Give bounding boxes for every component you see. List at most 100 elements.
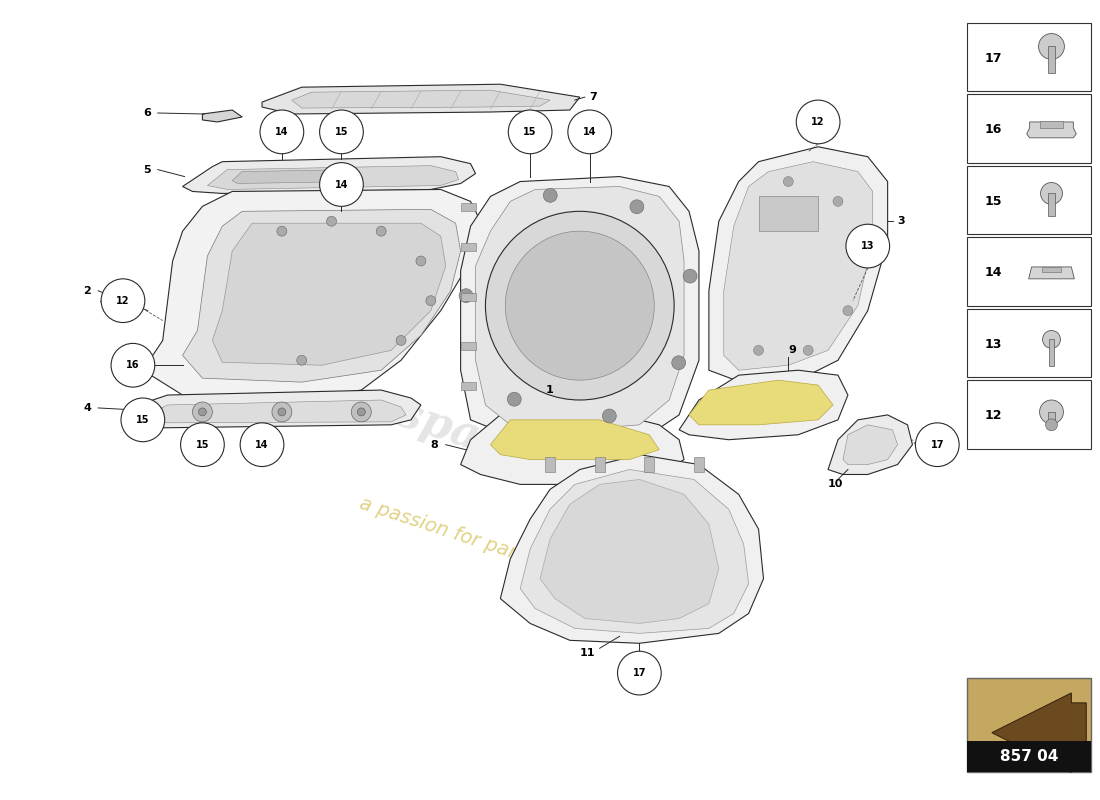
Circle shape xyxy=(630,200,644,214)
Text: 12: 12 xyxy=(117,296,130,306)
Polygon shape xyxy=(292,90,550,108)
Polygon shape xyxy=(843,425,898,465)
Circle shape xyxy=(843,306,852,315)
Circle shape xyxy=(1043,330,1060,348)
Polygon shape xyxy=(724,162,872,370)
Circle shape xyxy=(915,423,959,466)
Text: 14: 14 xyxy=(334,179,349,190)
Polygon shape xyxy=(262,84,580,114)
Polygon shape xyxy=(1028,267,1075,279)
Bar xyxy=(967,741,1091,772)
Text: 7: 7 xyxy=(590,92,597,102)
Circle shape xyxy=(1038,34,1065,59)
Bar xyxy=(461,243,475,251)
Text: 11: 11 xyxy=(580,648,595,658)
Text: 12: 12 xyxy=(812,117,825,127)
Polygon shape xyxy=(1026,122,1076,138)
Bar xyxy=(967,22,1091,91)
Text: 3: 3 xyxy=(898,216,905,226)
Circle shape xyxy=(617,651,661,695)
Circle shape xyxy=(358,408,365,416)
Polygon shape xyxy=(491,420,659,459)
Bar xyxy=(694,457,704,471)
Circle shape xyxy=(396,335,406,346)
Circle shape xyxy=(376,226,386,236)
Circle shape xyxy=(543,188,558,202)
Text: 14: 14 xyxy=(984,266,1002,279)
Polygon shape xyxy=(520,470,749,634)
Bar xyxy=(645,457,654,471)
Circle shape xyxy=(505,231,654,380)
Bar xyxy=(1047,46,1056,74)
Text: 15: 15 xyxy=(524,127,537,137)
Bar xyxy=(595,457,605,471)
Text: 15: 15 xyxy=(334,127,349,137)
Text: 17: 17 xyxy=(984,52,1002,65)
Circle shape xyxy=(568,110,612,154)
Polygon shape xyxy=(475,186,684,430)
Bar xyxy=(544,457,556,471)
Circle shape xyxy=(796,100,840,144)
Polygon shape xyxy=(461,177,698,445)
Text: eurospares: eurospares xyxy=(283,357,559,483)
Bar xyxy=(967,380,1091,449)
Circle shape xyxy=(111,343,155,387)
Text: 15: 15 xyxy=(196,440,209,450)
Circle shape xyxy=(426,296,436,306)
Text: 13: 13 xyxy=(984,338,1002,351)
Circle shape xyxy=(803,346,813,355)
Circle shape xyxy=(672,356,685,370)
Polygon shape xyxy=(183,210,461,382)
Circle shape xyxy=(240,423,284,466)
Polygon shape xyxy=(708,146,888,385)
Bar xyxy=(1048,339,1055,366)
Circle shape xyxy=(272,402,292,422)
Circle shape xyxy=(180,423,224,466)
Circle shape xyxy=(603,409,616,423)
Circle shape xyxy=(783,177,793,186)
Bar xyxy=(461,342,475,350)
Text: 1: 1 xyxy=(546,385,554,395)
Polygon shape xyxy=(500,454,763,643)
Circle shape xyxy=(260,110,304,154)
Circle shape xyxy=(192,402,212,422)
Bar xyxy=(1042,267,1062,272)
Polygon shape xyxy=(992,693,1087,772)
Circle shape xyxy=(1045,419,1057,430)
Text: 15: 15 xyxy=(136,415,150,425)
Polygon shape xyxy=(461,410,684,485)
Bar xyxy=(461,203,475,211)
Polygon shape xyxy=(679,370,848,440)
Polygon shape xyxy=(183,157,475,194)
Circle shape xyxy=(1041,182,1063,204)
Circle shape xyxy=(846,224,890,268)
Circle shape xyxy=(277,226,287,236)
Circle shape xyxy=(101,279,145,322)
Circle shape xyxy=(852,246,862,256)
Polygon shape xyxy=(202,110,242,122)
Polygon shape xyxy=(540,479,718,623)
Bar xyxy=(1040,121,1064,128)
Circle shape xyxy=(198,408,207,416)
Text: 15: 15 xyxy=(984,195,1002,208)
Bar xyxy=(461,382,475,390)
Polygon shape xyxy=(232,170,361,183)
Circle shape xyxy=(416,256,426,266)
Circle shape xyxy=(459,289,473,302)
Polygon shape xyxy=(143,190,481,400)
Polygon shape xyxy=(212,223,446,366)
Circle shape xyxy=(1040,400,1064,424)
Bar xyxy=(461,293,475,301)
Bar xyxy=(967,94,1091,162)
Circle shape xyxy=(121,398,165,442)
Bar xyxy=(1048,194,1055,216)
Text: 5: 5 xyxy=(143,165,151,174)
Bar xyxy=(759,197,818,231)
Text: 857 04: 857 04 xyxy=(1000,749,1058,764)
Polygon shape xyxy=(153,400,406,423)
Bar xyxy=(1047,412,1056,424)
Text: 16: 16 xyxy=(126,360,140,370)
Circle shape xyxy=(327,216,337,226)
Text: 8: 8 xyxy=(431,440,439,450)
Text: 9: 9 xyxy=(789,346,796,355)
